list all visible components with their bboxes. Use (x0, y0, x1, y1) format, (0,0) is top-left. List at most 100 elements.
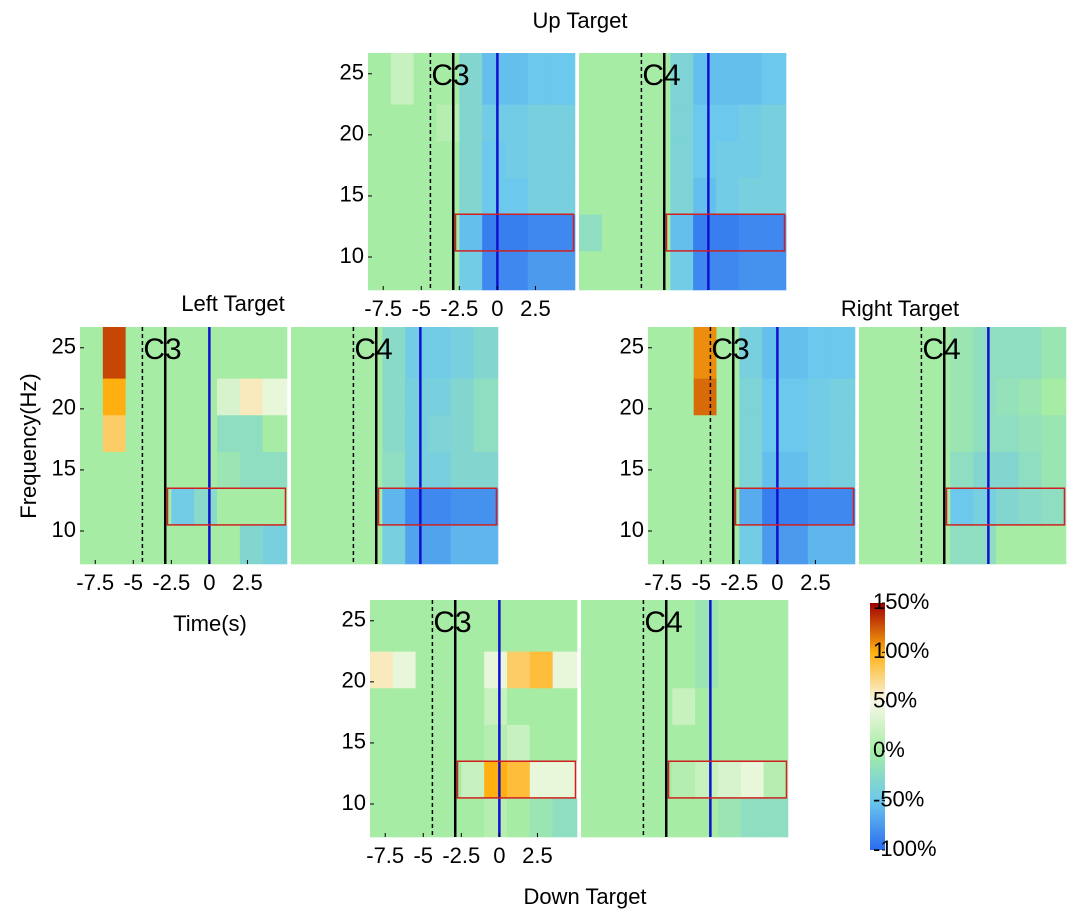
heatmap-cell (695, 688, 718, 725)
heatmap-cell (882, 525, 905, 564)
heatmap-cell (996, 327, 1019, 379)
heatmap-cell (581, 688, 604, 725)
heatmap-cell (808, 415, 831, 452)
heatmap-cell (694, 488, 717, 525)
heatmap-cell (602, 53, 625, 105)
heatmap-cell (148, 378, 171, 415)
heatmap-cell (438, 651, 461, 688)
heatmap-cell (80, 327, 103, 379)
heatmap-cell (693, 141, 716, 178)
heatmap-cell (391, 53, 414, 105)
heatmap-cell (859, 452, 882, 489)
heatmap-cell (716, 178, 739, 215)
heatmap-cell (507, 651, 530, 688)
heatmap-cell (382, 415, 405, 452)
heatmap-cell (762, 53, 787, 105)
heatmap-cell (507, 725, 530, 762)
x-tick-label: -5 (123, 570, 143, 595)
heatmap-cell (528, 178, 551, 215)
heatmap-cell (579, 104, 602, 141)
heatmap-cell (670, 104, 693, 141)
panel (859, 327, 1066, 564)
heatmap-cell (602, 141, 625, 178)
heatmap-cell (716, 53, 739, 105)
heatmap-cell (905, 525, 928, 564)
heatmap-cell (240, 525, 263, 564)
heatmap-cell (528, 141, 551, 178)
channel-label: C4 (354, 333, 392, 366)
heatmap-cell (474, 327, 499, 379)
y-tick-label: 15 (52, 456, 76, 481)
heatmap-cell (718, 651, 741, 688)
heatmap-cell (581, 725, 604, 762)
heatmap-cell (859, 488, 882, 525)
heatmap-cell (785, 327, 808, 379)
heatmap-cell (438, 688, 461, 725)
heatmap-cell (553, 798, 578, 837)
heatmap-cell (194, 452, 217, 489)
heatmap-cell (428, 525, 451, 564)
heatmap-cell (148, 452, 171, 489)
heatmap-cell (553, 725, 578, 762)
heatmap-cell (459, 251, 482, 290)
heatmap-cell (263, 327, 288, 379)
panel (80, 327, 287, 564)
heatmap-cell (764, 688, 789, 725)
heatmap-cell (950, 488, 973, 525)
heatmap-cell (414, 141, 437, 178)
heatmap-cell (461, 798, 484, 837)
heatmap-cell (739, 178, 762, 215)
heatmap-cell (451, 488, 474, 525)
heatmap-cell (391, 178, 414, 215)
heatmap-cell (739, 452, 762, 489)
heatmap-cell (382, 525, 405, 564)
heatmap-cell (505, 53, 528, 105)
heatmap-cell (627, 688, 650, 725)
heatmap-cell (414, 251, 437, 290)
heatmap-cell (528, 53, 551, 105)
heatmap-cell (716, 104, 739, 141)
heatmap-cell (368, 141, 391, 178)
heatmap-cell (649, 688, 672, 725)
heatmap-cell (405, 415, 428, 452)
heatmap-cell (459, 214, 482, 251)
heatmap-cell (474, 415, 499, 452)
heatmap-cell (973, 378, 996, 415)
heatmap-cell (382, 452, 405, 489)
y-tick-label: 15 (340, 182, 364, 207)
heatmap-cell (438, 725, 461, 762)
heatmap-cell (474, 378, 499, 415)
heatmap-cell (553, 761, 578, 798)
heatmap-cell (482, 141, 505, 178)
heatmap-cell (263, 525, 288, 564)
heatmap-cell (126, 415, 149, 452)
heatmap-cell (103, 415, 126, 452)
x-tick-label: -5 (413, 843, 433, 868)
heatmap-cell (126, 378, 149, 415)
heatmap-cell (482, 104, 505, 141)
x-tick-label: -5 (411, 296, 431, 321)
heatmap-cell (451, 327, 474, 379)
heatmap-cell (950, 415, 973, 452)
heatmap-cell (927, 452, 950, 489)
heatmap-cell (474, 525, 499, 564)
heatmap-cell (530, 761, 553, 798)
heatmap-cell (507, 600, 530, 652)
heatmap-cell (484, 761, 507, 798)
heatmap-cell (831, 327, 856, 379)
heatmap-cell (764, 651, 789, 688)
heatmap-cell (505, 214, 528, 251)
heatmap-cell (484, 651, 507, 688)
heatmap-cell (217, 525, 240, 564)
y-tick-label: 20 (52, 395, 76, 420)
heatmap-cell (530, 688, 553, 725)
heatmap-cell (604, 761, 627, 798)
heatmap-cell (695, 725, 718, 762)
x-tick-label: 0 (203, 570, 215, 595)
heatmap-cell (739, 415, 762, 452)
heatmap-cell (393, 651, 416, 688)
heatmap-cell (602, 251, 625, 290)
heatmap-cell (103, 327, 126, 379)
heatmap-cell (505, 104, 528, 141)
heatmap-cell (927, 378, 950, 415)
